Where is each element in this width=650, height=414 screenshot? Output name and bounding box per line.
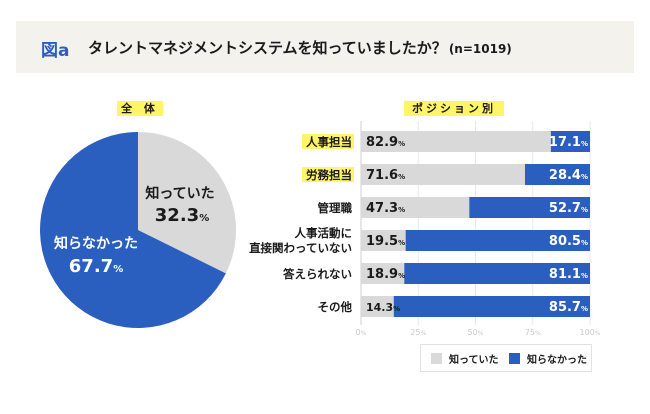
legend-swatch-did-not-know xyxy=(509,353,520,364)
bar-label-did-not-know: 17.1% xyxy=(549,135,588,150)
figure-title: タレントマネジメントシステムを知っていましたか？ (n=1019) xyxy=(88,37,512,58)
x-tick-label: 75% xyxy=(525,328,541,337)
bar-label-did-not-know: 81.1% xyxy=(549,267,588,282)
bar-knew xyxy=(361,197,470,218)
title-text: タレントマネジメントシステムを知っていましたか？ xyxy=(88,39,447,57)
bar-knew xyxy=(361,296,394,317)
category-label: 直接関わっていない xyxy=(249,241,352,255)
bar-label-knew: 18.9% xyxy=(366,267,405,282)
bar-did-not-know xyxy=(405,230,590,251)
pie-value-did-not-know: 67.7% xyxy=(69,256,123,277)
x-tick-label: 25% xyxy=(410,328,426,337)
legend: 知っていた 知らなかった xyxy=(420,344,592,372)
category-highlight xyxy=(302,167,354,182)
bar-did-not-know xyxy=(393,296,590,317)
bar-chart-title: ポジション別 xyxy=(404,101,504,116)
bar-did-not-know xyxy=(524,164,590,185)
category-highlight xyxy=(302,134,354,149)
pie-chart-title: 全 体 xyxy=(117,101,163,116)
figure-header: 図a タレントマネジメントシステムを知っていましたか？ (n=1019) xyxy=(16,21,634,73)
pie-label-did-not-know: 知らなかった xyxy=(54,235,138,252)
category-label: 人事担当 xyxy=(306,135,352,149)
category-label: その他 xyxy=(318,300,353,314)
bar-label-did-not-know: 28.4% xyxy=(549,168,588,183)
category-label: 労務担当 xyxy=(306,168,352,182)
pie-value-knew: 32.3% xyxy=(155,205,209,226)
legend-swatch-knew xyxy=(431,353,442,364)
category-label: 管理職 xyxy=(318,201,353,215)
pie-label-knew: 知っていた xyxy=(145,185,214,202)
bar-did-not-know xyxy=(469,197,590,218)
legend-label-did-not-know: 知らなかった xyxy=(527,355,587,366)
bar-knew xyxy=(361,230,406,251)
x-tick-label: 50% xyxy=(468,328,484,337)
category-label: 人事活動に xyxy=(295,226,353,240)
figure-label: 図a xyxy=(41,41,70,61)
legend-item-knew: 知っていた xyxy=(431,351,499,366)
bar-did-not-know xyxy=(404,263,590,284)
bar-label-did-not-know: 85.7% xyxy=(549,300,588,315)
legend-label-knew: 知っていた xyxy=(449,355,499,366)
bar-label-knew: 82.9% xyxy=(366,135,405,150)
category-label: 答えられない xyxy=(282,267,352,281)
bar-label-knew: 19.5% xyxy=(366,234,405,249)
x-tick-label: 100% xyxy=(580,328,601,337)
bar-did-not-know xyxy=(550,131,590,152)
bar-knew xyxy=(361,263,405,284)
bar-label-did-not-know: 52.7% xyxy=(549,201,588,216)
pie-slice-did-not-know xyxy=(40,132,226,328)
legend-item-did-not-know: 知らなかった xyxy=(509,351,587,366)
sample-size: (n=1019) xyxy=(448,42,512,56)
bar-label-did-not-know: 80.5% xyxy=(549,234,588,249)
bar-label-knew: 71.6% xyxy=(366,168,405,183)
bar-label-knew: 14.3% xyxy=(366,301,400,314)
bar-knew xyxy=(361,131,551,152)
bar-label-knew: 47.3% xyxy=(366,201,405,216)
bar-knew xyxy=(361,164,525,185)
x-tick-label: 0% xyxy=(356,328,367,337)
pie-slice-knew xyxy=(138,132,236,274)
